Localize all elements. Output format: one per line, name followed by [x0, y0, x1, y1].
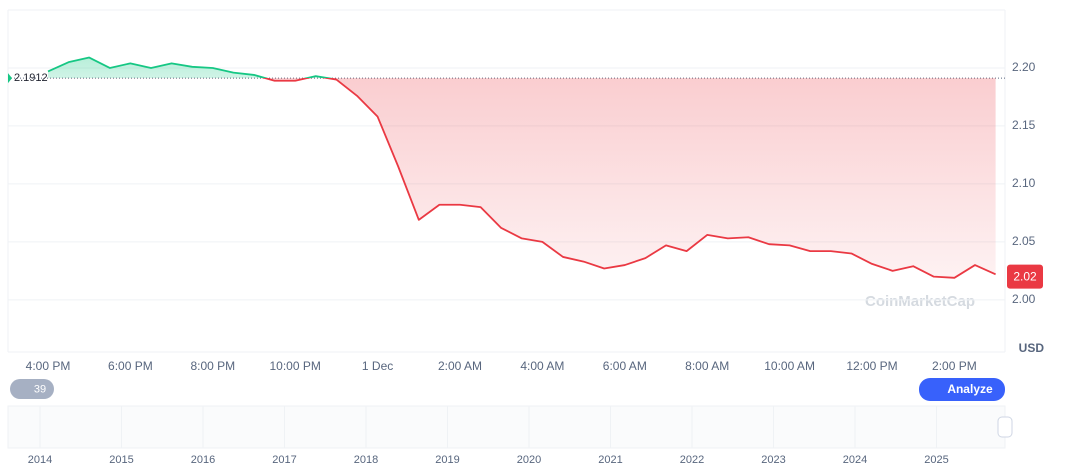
x-tick-label: 8:00 PM — [190, 359, 235, 373]
x-tick-label: 4:00 AM — [520, 359, 564, 373]
x-tick-label: 6:00 PM — [108, 359, 153, 373]
navigator-year: 2024 — [843, 454, 867, 466]
watermark: CoinMarketCap — [865, 293, 975, 310]
current-price-label: 2.02 — [1013, 269, 1037, 283]
x-tick-label: 12:00 PM — [846, 359, 897, 373]
baseline-label: 2.1912 — [14, 72, 48, 84]
analyze-button[interactable] — [919, 378, 1005, 401]
y-tick-label: 2.20 — [1012, 60, 1036, 74]
y-axis-label: USD — [1019, 341, 1045, 355]
navigator-year: 2019 — [435, 454, 459, 466]
x-tick-label: 10:00 AM — [764, 359, 815, 373]
navigator-year: 2023 — [761, 454, 785, 466]
navigator-handle[interactable] — [997, 416, 1013, 438]
navigator-year: 2025 — [924, 454, 948, 466]
x-tick-label: 2:00 AM — [438, 359, 482, 373]
history-badge[interactable] — [10, 379, 54, 399]
y-tick-label: 2.15 — [1012, 118, 1036, 132]
navigator-year: 2014 — [28, 454, 52, 466]
x-tick-label: 2:00 PM — [932, 359, 977, 373]
navigator-year: 2017 — [272, 454, 296, 466]
navigator-year: 2020 — [517, 454, 541, 466]
navigator-year: 2016 — [191, 454, 215, 466]
baseline-marker — [8, 73, 12, 84]
x-tick-label: 8:00 AM — [685, 359, 729, 373]
navigator-year: 2018 — [354, 454, 378, 466]
x-tick-label: 1 Dec — [362, 359, 393, 373]
navigator-year: 2022 — [680, 454, 704, 466]
navigator-year: 2015 — [109, 454, 133, 466]
x-tick-label: 6:00 AM — [603, 359, 647, 373]
y-tick-label: 2.10 — [1012, 176, 1036, 190]
history-badge-text: 39 — [34, 383, 46, 395]
navigator-year: 2021 — [598, 454, 622, 466]
navigator[interactable] — [7, 405, 1006, 449]
current-price-tag — [1007, 264, 1043, 289]
y-tick-label: 2.00 — [1012, 292, 1036, 306]
price-line — [47, 56, 996, 279]
y-tick-label: 2.05 — [1012, 234, 1036, 248]
analyze-button-text: Analyze — [947, 382, 993, 396]
x-tick-label: 4:00 PM — [26, 359, 71, 373]
price-area — [48, 57, 996, 278]
x-tick-label: 10:00 PM — [270, 359, 321, 373]
